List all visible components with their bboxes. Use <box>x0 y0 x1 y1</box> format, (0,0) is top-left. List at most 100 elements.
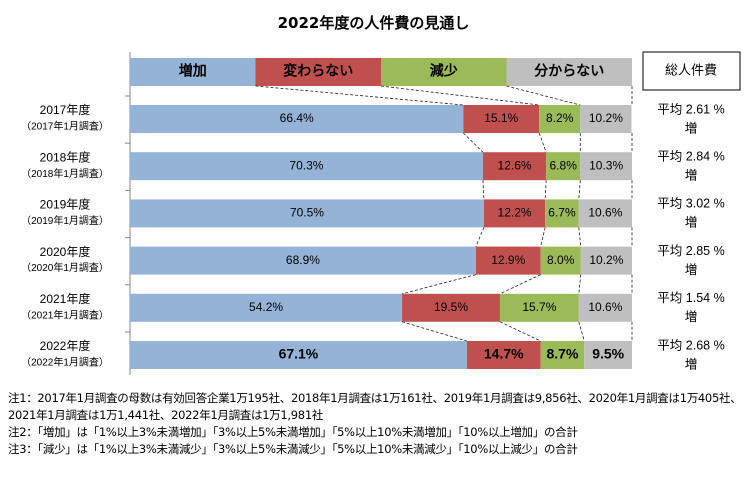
connector-line <box>578 321 585 342</box>
bar-segment <box>475 246 541 275</box>
footnotes: 注1：2017年1月調査の母数は有効回答企業1万195社、2018年1月調査は1… <box>8 390 743 458</box>
total-value: 平均 1.54 % <box>657 291 724 305</box>
data-label: 8.2% <box>546 111 574 125</box>
data-label: 12.9% <box>491 253 525 267</box>
legend-label: 変わらない <box>283 63 353 79</box>
bar-segment <box>499 293 579 322</box>
bar-segment <box>580 152 632 181</box>
category-survey-label: （2018年1月調査） <box>21 167 109 180</box>
category-year-label: 2020年度 <box>40 244 91 259</box>
connector-line <box>578 180 581 200</box>
total-suffix: 増 <box>685 263 698 277</box>
data-label: 14.7% <box>484 346 524 362</box>
connector-line <box>401 274 476 295</box>
note-2: 注2：「増加」は「1%以上3%未満増加」「3%以上5%未満増加」「5%以上10%… <box>8 425 578 439</box>
category-year-label: 2018年度 <box>40 149 91 164</box>
legend-swatch <box>506 58 632 86</box>
bar-segment <box>130 199 484 228</box>
total-header-box <box>642 51 741 91</box>
data-label: 70.5% <box>290 206 324 220</box>
bar-segment <box>578 199 632 228</box>
connector-line <box>255 85 464 106</box>
connector-line <box>538 132 547 153</box>
category-year-label: 2022年度 <box>40 338 91 353</box>
legend-swatch <box>130 58 256 86</box>
category-survey-label: （2019年1月調査） <box>21 214 109 227</box>
legend-swatch <box>255 58 381 86</box>
bar-segment <box>540 341 585 369</box>
category-year-label: 2017年度 <box>40 102 91 117</box>
connector-line <box>499 274 541 295</box>
legend-label: 増加 <box>179 63 207 79</box>
bar-segment <box>130 105 464 133</box>
connector-line <box>482 180 485 200</box>
category-survey-label: （2017年1月調査） <box>21 120 109 133</box>
connector-line <box>540 227 546 247</box>
bar-segment <box>466 341 541 369</box>
note-1: 注1：2017年1月調査の母数は有効回答企業1万195社、2018年1月調査は1… <box>8 391 742 422</box>
data-label: 68.9% <box>286 253 320 267</box>
category-year-label: 2019年度 <box>40 197 91 212</box>
data-label: 67.1% <box>279 346 319 362</box>
connector-line <box>578 274 582 294</box>
data-label: 66.4% <box>280 111 314 125</box>
total-header: 総人件費 <box>665 62 717 77</box>
total-value: 平均 2.84 % <box>657 149 724 163</box>
total-suffix: 増 <box>685 216 698 230</box>
bar-segment <box>584 341 632 369</box>
total-value: 平均 3.02 % <box>657 197 724 211</box>
data-label: 10.6% <box>588 300 622 314</box>
bar-segment <box>539 105 581 133</box>
bar-segment <box>463 105 540 133</box>
data-label: 70.3% <box>289 158 323 172</box>
total-suffix: 増 <box>685 357 698 371</box>
connector-line <box>475 227 485 247</box>
data-label: 15.1% <box>484 111 518 125</box>
note-3: 注3：「減少」は「1%以上3%未満減少」「3%以上5%未満減少」「5%以上10%… <box>8 442 578 456</box>
stacked-bar-chart: 増加 変わらない 減少 分からない 総人件費 66.4% 15.1% 8.2% 10.2% 201… <box>21 51 741 375</box>
category-survey-label: （2022年1月調査） <box>21 356 109 369</box>
legend-swatch <box>381 58 507 86</box>
bar-segment <box>545 199 579 228</box>
connector-line <box>463 132 484 153</box>
legend-label: 減少 <box>430 63 458 79</box>
category-survey-label: （2020年1月調査） <box>21 261 109 274</box>
data-label: 6.7% <box>548 206 576 220</box>
category-survey-label: （2021年1月調査） <box>21 308 109 321</box>
total-value: 平均 2.68 % <box>657 338 724 352</box>
data-label: 6.8% <box>550 158 578 172</box>
bar-segment <box>580 105 632 133</box>
connector-line <box>506 85 581 106</box>
data-label: 10.2% <box>589 253 623 267</box>
chart-title: 2022年度の人件費の見通し <box>277 14 470 32</box>
connector-line <box>544 180 547 200</box>
data-label: 54.2% <box>249 300 283 314</box>
data-label: 12.2% <box>498 206 532 220</box>
data-label: 8.0% <box>547 253 575 267</box>
data-label: 8.7% <box>547 346 579 362</box>
total-suffix: 増 <box>685 121 698 135</box>
bar-segment <box>580 246 632 275</box>
data-label: 15.7% <box>522 300 556 314</box>
category-year-label: 2021年度 <box>40 291 91 306</box>
data-label: 10.2% <box>589 111 623 125</box>
data-label: 19.5% <box>434 300 468 314</box>
data-label: 9.5% <box>592 346 624 362</box>
bar-segment <box>540 246 581 275</box>
total-value: 平均 2.85 % <box>657 244 724 258</box>
bar-segment <box>578 293 632 322</box>
connector-line <box>401 321 467 342</box>
bar-segment <box>130 246 476 275</box>
bar-segment <box>130 152 483 181</box>
total-suffix: 増 <box>685 168 698 182</box>
bar-segment <box>482 152 547 181</box>
connector-line <box>380 85 540 106</box>
bar-segment <box>546 152 581 181</box>
total-suffix: 増 <box>685 310 698 324</box>
bar-segment <box>402 293 500 322</box>
legend-label: 分からない <box>534 63 604 79</box>
data-label: 10.6% <box>588 206 622 220</box>
bar-segment <box>130 341 467 369</box>
connector-line <box>499 321 541 342</box>
